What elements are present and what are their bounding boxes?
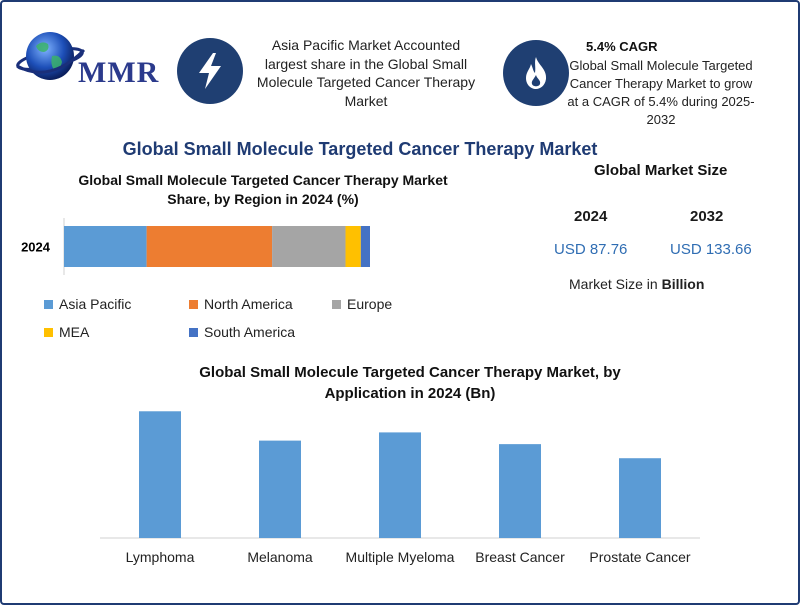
info-asia-pacific-share: Asia Pacific Market Accounted largest sh… — [256, 37, 476, 109]
legend-item-south-america: South America — [189, 324, 295, 340]
cagr-title: 5.4% CAGR — [586, 39, 658, 54]
application-category-label: Multiple Myeloma — [346, 549, 455, 565]
region-segment-north-america — [146, 226, 273, 267]
legend-label: Europe — [347, 296, 393, 312]
region-category-label: 2024 — [21, 240, 51, 255]
main-title: Global Small Molecule Targeted Cancer Th… — [122, 139, 598, 159]
application-bar-prostate-cancer — [619, 458, 661, 538]
application-bar-breast-cancer — [499, 444, 541, 538]
flame-icon — [503, 40, 569, 106]
logo-text: MMR — [78, 56, 160, 89]
legend-label: MEA — [59, 324, 90, 340]
application-bar-multiple-myeloma — [379, 432, 421, 538]
lightning-bolt-icon — [177, 38, 243, 104]
region-segment-asia-pacific — [64, 226, 147, 267]
legend-item-north-america: North America — [189, 296, 293, 312]
region-segment-mea — [345, 226, 361, 267]
legend-swatch — [189, 327, 198, 337]
region-segment-europe — [272, 226, 346, 267]
market-size-year-2032: 2032 — [690, 208, 724, 225]
region-share-chart: 2024 — [21, 218, 370, 275]
mmr-logo: MMR — [14, 22, 164, 92]
application-bar-lymphoma — [139, 411, 181, 538]
globe-icon — [16, 32, 86, 80]
cagr-description: Global Small Molecule Targeted Cancer Th… — [567, 58, 755, 127]
legend-item-asia-pacific: Asia Pacific — [44, 296, 131, 312]
application-bar-melanoma — [259, 440, 301, 538]
legend-swatch — [332, 299, 341, 309]
application-category-label: Melanoma — [247, 549, 313, 565]
application-category-label: Breast Cancer — [475, 549, 565, 565]
market-size-value-2032: USD 133.66 — [670, 241, 752, 258]
application-category-label: Lymphoma — [126, 549, 195, 565]
market-size-title: Global Market Size — [594, 162, 728, 179]
legend-label: South America — [204, 324, 296, 340]
legend-swatch — [189, 299, 198, 309]
market-size-value-2024: USD 87.76 — [554, 241, 628, 258]
application-chart: Lymphoma Melanoma Multiple Myeloma Breast C… — [100, 411, 700, 565]
application-category-label: Prostate Cancer — [589, 549, 690, 565]
application-chart-title: Global Small Molecule Targeted Cancer Th… — [199, 364, 621, 402]
market-size-year-2024: 2024 — [574, 208, 608, 225]
legend-swatch — [44, 299, 53, 309]
legend-label: North America — [204, 296, 293, 312]
legend-item-mea: MEA — [44, 324, 89, 340]
region-segment-south-america — [360, 226, 370, 267]
market-size-unit-bold: Billion — [661, 276, 705, 292]
legend-label: Asia Pacific — [59, 296, 132, 312]
market-size-unit: Market Size in Billion — [569, 276, 704, 292]
legend-item-europe: Europe — [332, 296, 392, 312]
legend-swatch — [44, 327, 53, 337]
market-size-unit-prefix: Market Size in — [569, 276, 658, 292]
region-chart-title: Global Small Molecule Targeted Cancer Th… — [78, 172, 448, 207]
